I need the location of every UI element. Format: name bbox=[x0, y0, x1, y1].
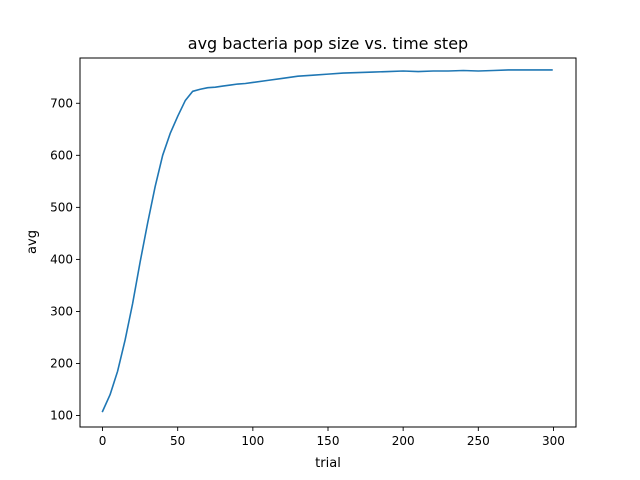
y-tick-label: 600 bbox=[50, 148, 73, 162]
y-tick-label: 300 bbox=[50, 304, 73, 318]
x-tick-label: 50 bbox=[170, 434, 185, 448]
y-tick-label: 700 bbox=[50, 96, 73, 110]
x-axis-label: trial bbox=[315, 456, 341, 471]
x-tick-label: 100 bbox=[241, 434, 264, 448]
y-tick-label: 400 bbox=[50, 252, 73, 266]
series-line-0 bbox=[101, 69, 553, 413]
y-tick-label: 500 bbox=[50, 200, 73, 214]
y-tick-label: 200 bbox=[50, 357, 73, 371]
x-tick-label: 250 bbox=[467, 434, 490, 448]
y-axis-label: avg bbox=[25, 230, 40, 254]
x-tick-label: 0 bbox=[99, 434, 107, 448]
x-tick-label: 150 bbox=[317, 434, 340, 448]
chart-title: avg bacteria pop size vs. time step bbox=[188, 34, 468, 53]
y-axis-ticks: 100 200 300 400 500 600 700 bbox=[50, 96, 80, 423]
y-tick-label: 100 bbox=[50, 409, 73, 423]
x-axis-ticks: 0 50 100 150 200 250 300 bbox=[99, 427, 565, 448]
axes-frame bbox=[79, 57, 577, 428]
x-tick-label: 200 bbox=[392, 434, 415, 448]
plot-area bbox=[101, 69, 553, 413]
x-tick-label: 300 bbox=[542, 434, 565, 448]
